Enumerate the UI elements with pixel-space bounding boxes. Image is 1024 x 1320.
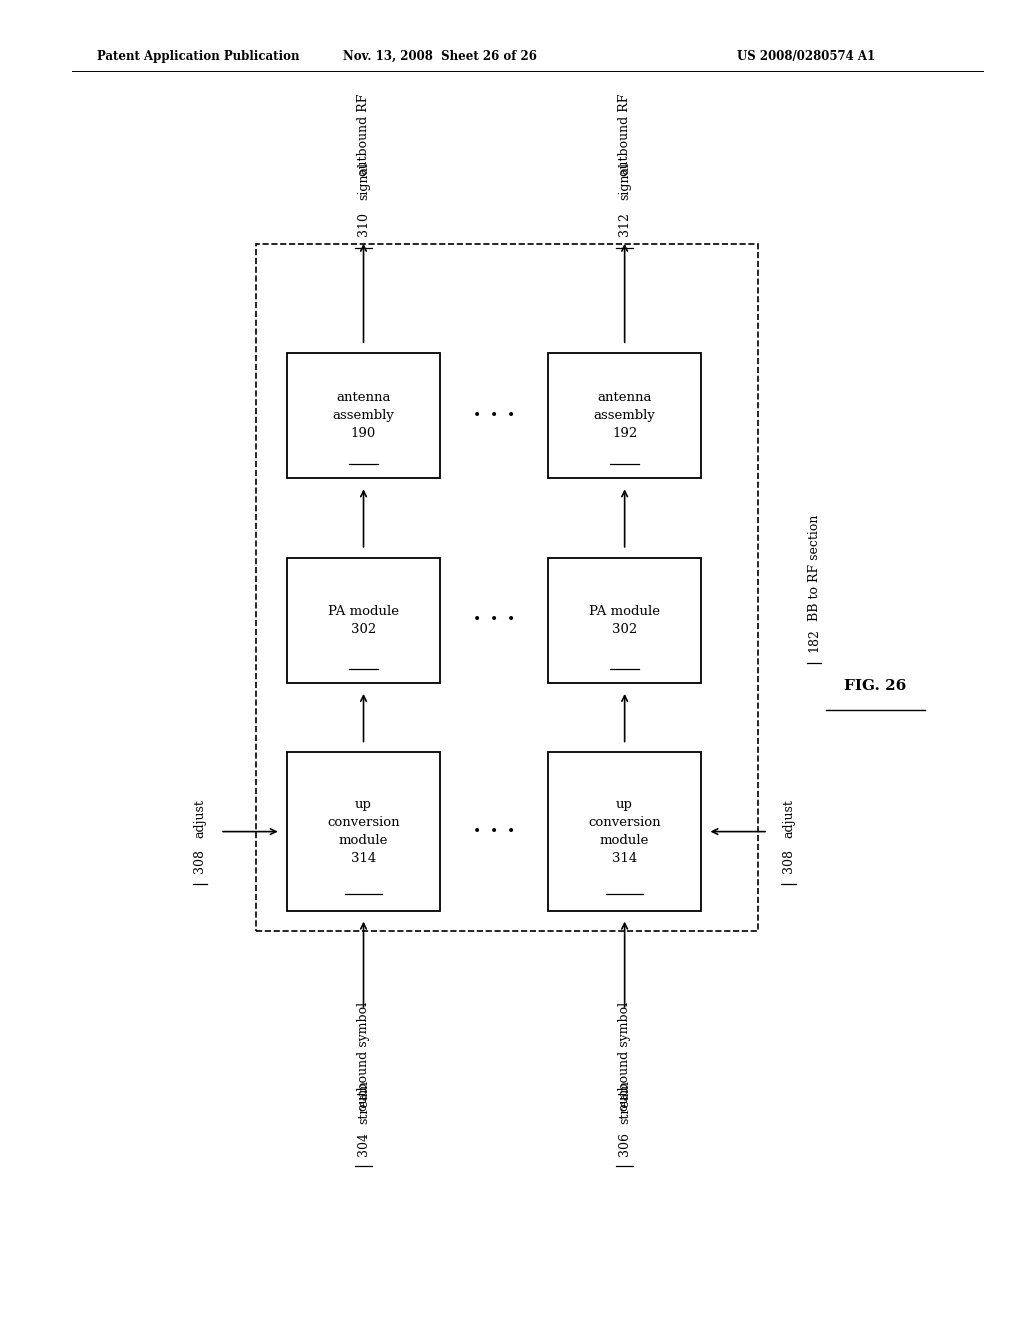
Text: PA module
302: PA module 302 bbox=[328, 605, 399, 636]
Text: •  •  •: • • • bbox=[473, 825, 515, 838]
Text: •  •  •: • • • bbox=[473, 409, 515, 422]
Text: up
conversion
module
314: up conversion module 314 bbox=[328, 799, 399, 865]
Text: 306: 306 bbox=[618, 1133, 631, 1156]
Text: outbound RF: outbound RF bbox=[618, 94, 631, 177]
Text: 312: 312 bbox=[618, 211, 631, 236]
Bar bbox=[287, 752, 440, 911]
Text: stream: stream bbox=[357, 1080, 370, 1125]
Text: FIG. 26: FIG. 26 bbox=[845, 680, 906, 693]
Text: BB to RF section: BB to RF section bbox=[808, 515, 820, 620]
Text: antenna
assembly
190: antenna assembly 190 bbox=[333, 391, 394, 441]
Text: up
conversion
module
314: up conversion module 314 bbox=[589, 799, 660, 865]
Text: outbound RF: outbound RF bbox=[357, 94, 370, 177]
Text: Patent Application Publication: Patent Application Publication bbox=[97, 50, 300, 63]
Text: 308: 308 bbox=[194, 849, 206, 873]
Text: •  •  •: • • • bbox=[473, 614, 515, 627]
Text: outbound symbol: outbound symbol bbox=[357, 1002, 370, 1110]
Text: 308: 308 bbox=[782, 849, 795, 873]
Text: PA module
302: PA module 302 bbox=[589, 605, 660, 636]
Text: adjust: adjust bbox=[194, 799, 206, 838]
Text: antenna
assembly
192: antenna assembly 192 bbox=[594, 391, 655, 441]
Text: outbound symbol: outbound symbol bbox=[618, 1002, 631, 1110]
Bar bbox=[548, 352, 701, 478]
Text: stream: stream bbox=[618, 1080, 631, 1125]
Bar bbox=[256, 244, 758, 931]
Text: 304: 304 bbox=[357, 1133, 370, 1156]
Bar bbox=[287, 352, 440, 478]
Bar bbox=[548, 557, 701, 682]
Text: 310: 310 bbox=[357, 211, 370, 236]
Text: 182: 182 bbox=[808, 628, 820, 652]
Text: adjust: adjust bbox=[782, 799, 795, 838]
Text: signal: signal bbox=[618, 162, 631, 201]
Text: US 2008/0280574 A1: US 2008/0280574 A1 bbox=[737, 50, 876, 63]
Bar bbox=[287, 557, 440, 682]
Bar bbox=[548, 752, 701, 911]
Text: Nov. 13, 2008  Sheet 26 of 26: Nov. 13, 2008 Sheet 26 of 26 bbox=[343, 50, 538, 63]
Text: signal: signal bbox=[357, 162, 370, 201]
